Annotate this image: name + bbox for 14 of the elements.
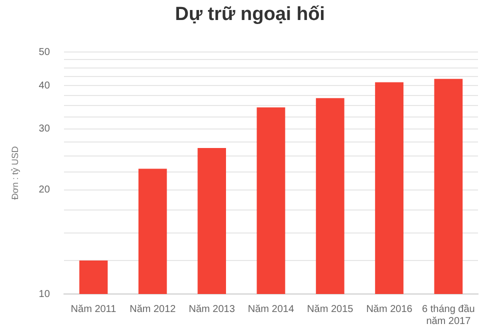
x-tick-label: Năm 2011: [70, 304, 117, 315]
y-axis-title: Đơn : tỷ USD: [10, 146, 20, 200]
y-tick-label: 50: [38, 46, 50, 58]
x-tick-label: Năm 2014: [248, 304, 294, 315]
chart-title: Dự trữ ngoại hối: [174, 4, 326, 26]
y-tick-label: 20: [38, 184, 50, 196]
x-tick-label: Năm 2013: [188, 304, 236, 315]
y-tick-label: 40: [38, 80, 50, 92]
x-tick-label: Năm 2015: [307, 304, 354, 315]
x-tick-label: 6 tháng đầu năm 2017: [422, 304, 475, 327]
y-tick-label: 30: [38, 124, 50, 135]
x-tick-label: Năm 2016: [366, 304, 413, 315]
y-tick-label: 10: [38, 288, 50, 300]
x-tick-label: Năm 2012: [130, 304, 176, 315]
